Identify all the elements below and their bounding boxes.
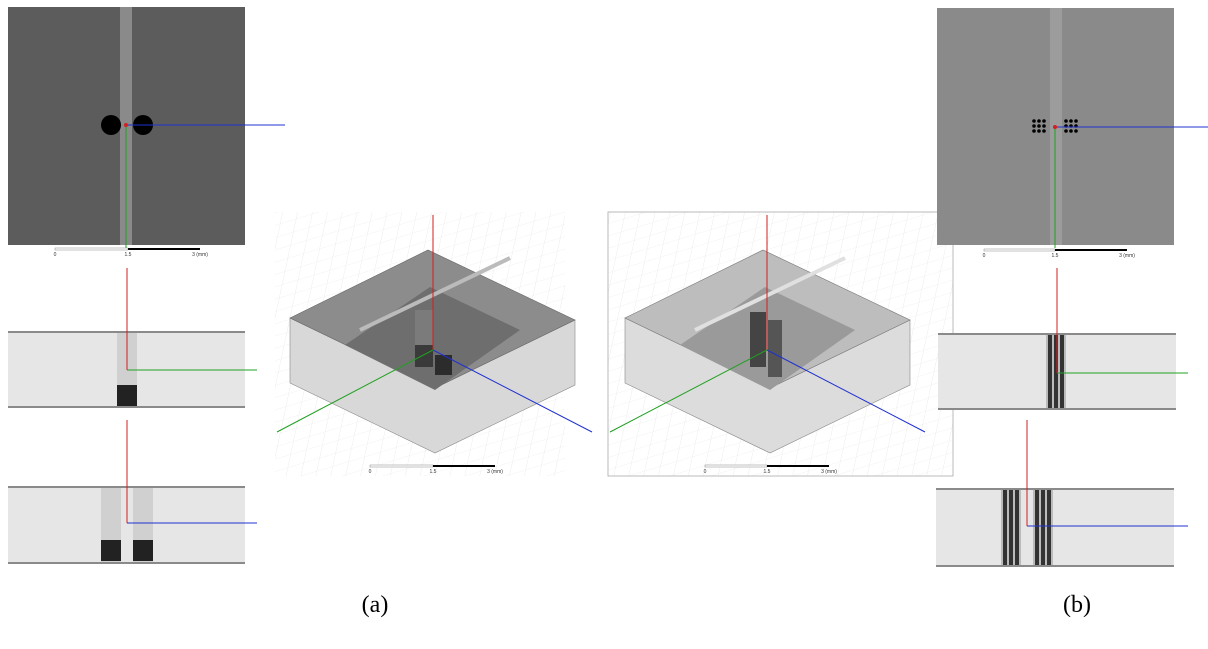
figure: 0 1.5 3 (mm) 0 1.5 3 (mm) 0 1.5 3 (mm) 0 1.5 3 (mm)… (0, 0, 1208, 649)
scale-label: 0 (704, 469, 707, 475)
b-top-view (937, 8, 1208, 251)
a-side-view-2 (8, 420, 257, 564)
caption: (a) (362, 592, 389, 618)
via-dot (1064, 129, 1068, 133)
via-dot (1042, 129, 1046, 133)
via-dot (1037, 124, 1041, 128)
scale-label: 1.5 (764, 469, 771, 475)
caption: (b) (1063, 592, 1091, 618)
via-dot (1032, 124, 1036, 128)
scale-label: 0 (54, 252, 57, 258)
scale-label: 1.5 (1052, 253, 1059, 259)
scale-label: 1.5 (430, 469, 437, 475)
via-dot (1064, 119, 1068, 123)
scale-label: 1.5 (125, 252, 132, 258)
b-side-view-1 (938, 268, 1188, 410)
via-dot (1037, 129, 1041, 133)
via-dot (1032, 129, 1036, 133)
scale-label: 0 (369, 469, 372, 475)
via-dot (1042, 124, 1046, 128)
a-top-view (8, 7, 285, 250)
via-dot (1074, 119, 1078, 123)
via-dot (1037, 119, 1041, 123)
scale-label: 0 (983, 253, 986, 259)
via-dot (1069, 129, 1073, 133)
via-dot (1074, 129, 1078, 133)
via-dot (1032, 119, 1036, 123)
b-side-view-2 (936, 420, 1188, 567)
b-iso-view (608, 212, 953, 476)
a-side-view-1 (8, 268, 257, 408)
scale-label: 3 (mm) (192, 252, 208, 258)
via-dot (1042, 119, 1046, 123)
scale-label: 3 (mm) (1119, 253, 1135, 259)
scale-label: 3 (mm) (821, 469, 837, 475)
a-iso-view (275, 212, 592, 476)
scale-label: 3 (mm) (487, 469, 503, 475)
via-dot (1069, 119, 1073, 123)
